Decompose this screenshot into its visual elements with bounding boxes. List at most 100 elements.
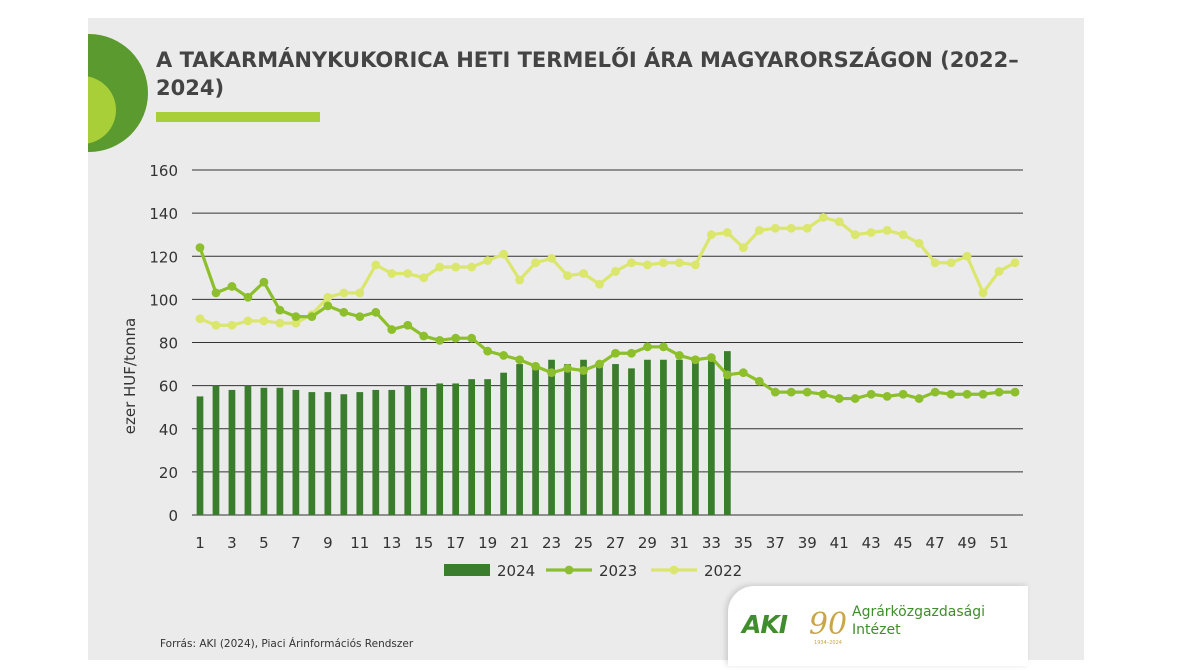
chart-title: A TAKARMÁNYKUKORICA HETI TERMELŐI ÁRA MA… xyxy=(156,48,1019,100)
bar-2024 xyxy=(708,359,715,515)
y-tick-label: 60 xyxy=(159,378,178,396)
y-tick-label: 100 xyxy=(149,291,178,309)
bar-2024 xyxy=(340,394,348,515)
point-2022 xyxy=(882,225,892,235)
point-2023 xyxy=(291,312,301,322)
legend-marker-2023 xyxy=(564,565,574,575)
x-tick-label: 5 xyxy=(259,534,269,552)
point-2023 xyxy=(579,366,588,375)
x-tick-label: 45 xyxy=(894,534,913,552)
bar-2024 xyxy=(356,392,364,515)
legend-item-2024: 2024 xyxy=(444,562,535,580)
point-2022 xyxy=(643,260,652,270)
point-2023 xyxy=(770,387,780,397)
point-2023 xyxy=(243,292,253,302)
institute-name-line-2: Intézet xyxy=(852,622,901,638)
point-2023 xyxy=(595,359,604,369)
point-2022 xyxy=(499,249,509,259)
x-tick-label: 3 xyxy=(227,534,237,552)
point-2022 xyxy=(371,260,381,270)
bar-2024 xyxy=(644,359,651,515)
y-tick-label: 120 xyxy=(149,248,178,266)
bar-2024 xyxy=(228,389,236,515)
point-2022 xyxy=(930,258,940,268)
point-2022 xyxy=(355,288,365,298)
bar-2024 xyxy=(308,392,316,515)
point-2022 xyxy=(595,279,604,289)
aki-logo-mark: AKI xyxy=(742,610,788,639)
source-note: Forrás: AKI (2024), Piaci Árinformációs … xyxy=(160,638,414,650)
bar-2024 xyxy=(372,389,380,515)
y-tick-label: 20 xyxy=(159,464,178,482)
point-2022 xyxy=(515,275,525,285)
point-2023 xyxy=(786,387,796,397)
y-axis-ticks: 0 20 40 60 80 100 120 140 160 xyxy=(149,162,178,525)
x-tick-label: 15 xyxy=(414,534,433,552)
x-tick-label: 33 xyxy=(702,534,721,552)
point-2022 xyxy=(675,258,684,268)
point-2022 xyxy=(770,223,780,233)
point-2022 xyxy=(579,269,588,278)
point-2022 xyxy=(243,316,253,326)
legend-label-2024: 2024 xyxy=(497,562,535,580)
x-tick-label: 29 xyxy=(638,534,657,552)
x-tick-label: 47 xyxy=(926,534,945,552)
point-2022 xyxy=(339,288,349,298)
point-2023 xyxy=(850,394,860,403)
point-2022 xyxy=(627,258,636,268)
point-2023 xyxy=(339,307,349,317)
line-2023 xyxy=(198,247,1016,401)
x-tick-label: 27 xyxy=(606,534,625,552)
grid-lines xyxy=(192,169,1023,516)
anniversary-seal-icon: 90 1934–2024 xyxy=(810,607,846,646)
point-2023 xyxy=(195,243,205,253)
bar-2024 xyxy=(580,359,587,515)
bar-2024 xyxy=(276,387,284,515)
point-2022 xyxy=(323,292,333,302)
point-2023 xyxy=(515,355,525,365)
point-2022 xyxy=(994,266,1004,276)
bar-2024 xyxy=(500,372,507,515)
bar-2024 xyxy=(532,364,539,515)
point-2023 xyxy=(882,392,892,401)
institute-name-line-1: Agrárközgazdasági xyxy=(852,604,986,620)
bar-2024 xyxy=(452,383,460,515)
point-2022 xyxy=(611,266,620,276)
y-tick-label: 140 xyxy=(149,205,178,223)
svg-text:90: 90 xyxy=(810,607,846,642)
point-2023 xyxy=(978,389,988,399)
slide-background: A TAKARMÁNYKUKORICA HETI TERMELŐI ÁRA MA… xyxy=(88,18,1084,660)
point-2022 xyxy=(259,316,269,326)
x-tick-label: 13 xyxy=(382,534,401,552)
legend-item-2023: 2023 xyxy=(546,562,637,580)
point-2022 xyxy=(722,228,732,237)
point-2023 xyxy=(738,368,748,378)
point-2023 xyxy=(722,370,732,380)
point-2023 xyxy=(754,376,764,386)
x-tick-label: 31 xyxy=(670,534,689,552)
point-2022 xyxy=(786,223,796,233)
point-2022 xyxy=(898,230,908,240)
point-2023 xyxy=(211,288,221,298)
legend-marker-2022 xyxy=(669,565,679,575)
legend-label-2022: 2022 xyxy=(704,562,742,580)
bar-2024 xyxy=(676,359,683,515)
x-tick-label: 17 xyxy=(446,534,465,552)
point-2023 xyxy=(531,361,540,371)
point-2023 xyxy=(962,389,972,399)
x-tick-label: 21 xyxy=(510,534,529,552)
y-axis-label: ezer HUF/tonna xyxy=(121,318,139,434)
point-2023 xyxy=(451,333,461,343)
point-2023 xyxy=(675,351,684,360)
y-tick-label: 80 xyxy=(159,335,178,353)
bar-2024 xyxy=(292,389,300,515)
point-2022 xyxy=(451,262,461,272)
point-2023 xyxy=(387,325,397,334)
point-2023 xyxy=(275,305,285,315)
point-2022 xyxy=(834,217,844,227)
x-axis-ticks: 1 3 5 7 9 11 13 15 17 19 21 23 25 27 29 31 33 35 37 39 41 43 4… xyxy=(195,534,1008,552)
bar-2024 xyxy=(723,351,731,515)
bar-2024 xyxy=(628,368,635,515)
bar-2024 xyxy=(484,379,492,515)
